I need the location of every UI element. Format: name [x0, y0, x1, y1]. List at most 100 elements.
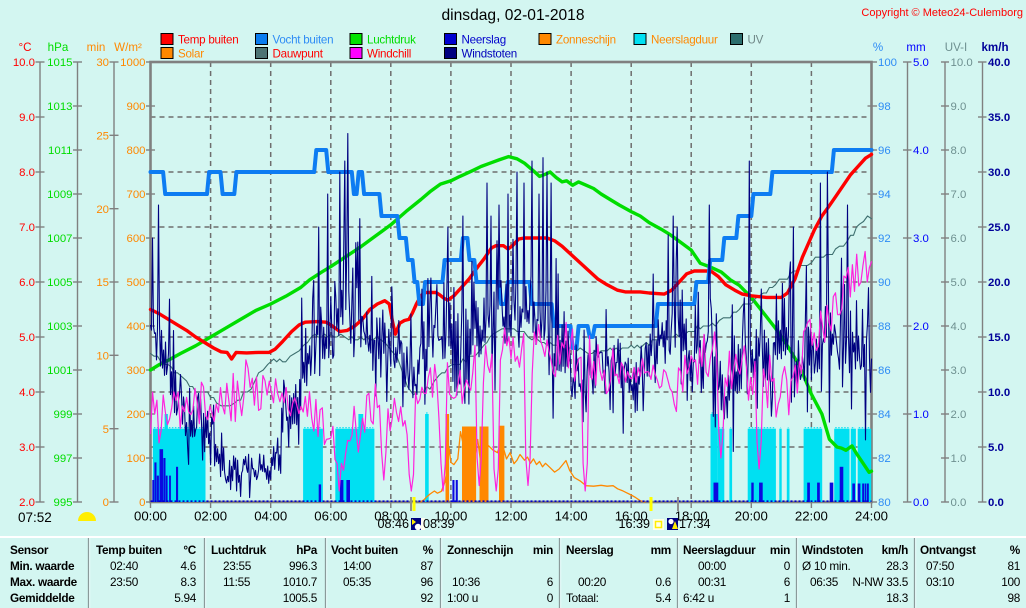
svg-text:0: 0: [103, 497, 109, 509]
svg-text:N-NW 33.5: N-NW 33.5: [852, 575, 908, 589]
svg-text:06:00: 06:00: [314, 509, 347, 524]
svg-text:Windstoten: Windstoten: [802, 543, 863, 557]
svg-text:Windstoten: Windstoten: [462, 48, 518, 61]
svg-text:Totaal:: Totaal:: [566, 591, 599, 605]
svg-text:88: 88: [878, 321, 891, 333]
svg-text:5.0: 5.0: [913, 57, 929, 69]
svg-text:900: 900: [126, 101, 145, 113]
svg-text:10:36: 10:36: [452, 575, 481, 589]
svg-text:Neerslag: Neerslag: [462, 34, 506, 47]
svg-text:hPa: hPa: [48, 41, 69, 54]
svg-text:20.0: 20.0: [988, 277, 1010, 289]
svg-text:92: 92: [878, 233, 891, 245]
svg-text:997: 997: [53, 453, 72, 465]
svg-text:86: 86: [878, 365, 891, 377]
svg-text:30.0: 30.0: [988, 167, 1010, 179]
svg-text:2.0: 2.0: [913, 321, 929, 333]
svg-text:24:00: 24:00: [855, 509, 888, 524]
svg-text:100: 100: [1001, 575, 1021, 589]
svg-text:5.4: 5.4: [656, 591, 672, 605]
svg-text:%: %: [423, 543, 434, 557]
svg-text:08:00: 08:00: [374, 509, 407, 524]
svg-text:Luchtdruk: Luchtdruk: [367, 34, 416, 47]
svg-text:14:00: 14:00: [343, 559, 372, 573]
svg-text:4.6: 4.6: [181, 559, 197, 573]
svg-text:dinsdag, 02-01-2018: dinsdag, 02-01-2018: [441, 7, 584, 24]
svg-text:23:55: 23:55: [223, 559, 252, 573]
svg-text:18:00: 18:00: [675, 509, 708, 524]
svg-text:8.0: 8.0: [951, 145, 967, 157]
svg-text:6.0: 6.0: [19, 277, 35, 289]
svg-text:Vocht buiten: Vocht buiten: [273, 34, 334, 47]
svg-text:0.0: 0.0: [951, 497, 967, 509]
svg-text:08:46: 08:46: [377, 517, 409, 531]
svg-text:Temp buiten: Temp buiten: [96, 543, 162, 557]
svg-text:1005.5: 1005.5: [283, 591, 318, 605]
svg-text:W/m²: W/m²: [114, 41, 142, 54]
svg-text:100: 100: [126, 453, 145, 465]
svg-text:1010.7: 1010.7: [283, 575, 317, 589]
svg-text:07:50: 07:50: [926, 559, 955, 573]
svg-text:14:00: 14:00: [555, 509, 588, 524]
svg-text:6: 6: [547, 575, 554, 589]
svg-text:Min. waarde: Min. waarde: [10, 559, 75, 573]
svg-text:mm: mm: [906, 41, 925, 54]
svg-text:8.0: 8.0: [19, 167, 35, 179]
svg-text:07:52: 07:52: [18, 510, 52, 525]
svg-text:4.0: 4.0: [913, 145, 929, 157]
svg-text:995: 995: [53, 497, 72, 509]
svg-text:3.0: 3.0: [913, 233, 929, 245]
svg-text:6:42 u: 6:42 u: [683, 591, 714, 605]
svg-text:2.0: 2.0: [951, 409, 967, 421]
svg-text:10: 10: [96, 351, 109, 363]
svg-text:hPa: hPa: [296, 543, 317, 557]
svg-text:Neerslagduur: Neerslagduur: [651, 34, 718, 47]
svg-text:10.0: 10.0: [13, 57, 35, 69]
svg-text:3.0: 3.0: [951, 365, 967, 377]
svg-text:999: 999: [53, 409, 72, 421]
svg-text:1.0: 1.0: [951, 453, 967, 465]
svg-text:22:00: 22:00: [795, 509, 828, 524]
svg-text:1011: 1011: [48, 145, 73, 157]
svg-text:90: 90: [878, 277, 891, 289]
svg-text:11:55: 11:55: [223, 575, 251, 589]
svg-text:96: 96: [878, 145, 891, 157]
svg-text:30: 30: [96, 57, 109, 69]
svg-text:98: 98: [878, 101, 891, 113]
svg-text:Luchtdruk: Luchtdruk: [211, 543, 267, 557]
svg-text:Windchill: Windchill: [367, 48, 411, 61]
svg-text:03:10: 03:10: [926, 575, 955, 589]
svg-text:15: 15: [96, 277, 109, 289]
svg-text:5.94: 5.94: [174, 591, 196, 605]
svg-text:00:31: 00:31: [698, 575, 726, 589]
svg-text:7.0: 7.0: [19, 222, 35, 234]
svg-text:2.0: 2.0: [19, 497, 35, 509]
svg-text:0.0: 0.0: [988, 497, 1004, 509]
svg-text:Dauwpunt: Dauwpunt: [273, 48, 324, 61]
svg-text:92: 92: [420, 591, 433, 605]
svg-text:00:20: 00:20: [578, 575, 607, 589]
svg-text:05:35: 05:35: [343, 575, 372, 589]
svg-text:%: %: [873, 41, 883, 54]
svg-text:100: 100: [878, 57, 897, 69]
svg-text:0.0: 0.0: [913, 497, 929, 509]
svg-text:600: 600: [126, 233, 145, 245]
svg-text:0: 0: [139, 497, 145, 509]
svg-text:1: 1: [784, 591, 790, 605]
svg-text:Gemiddelde: Gemiddelde: [10, 591, 75, 605]
svg-text:15.0: 15.0: [988, 332, 1010, 344]
svg-text:km/h: km/h: [981, 41, 1008, 54]
svg-text:98: 98: [1007, 591, 1020, 605]
svg-text:1001: 1001: [47, 365, 72, 377]
svg-text:800: 800: [126, 145, 145, 157]
svg-text:4.0: 4.0: [19, 387, 35, 399]
svg-text:02:40: 02:40: [110, 559, 139, 573]
svg-text:500: 500: [126, 277, 145, 289]
svg-text:Ø 10 min.: Ø 10 min.: [802, 559, 850, 573]
svg-text:80: 80: [878, 497, 891, 509]
svg-text:1013: 1013: [47, 101, 72, 113]
svg-text:996.3: 996.3: [289, 559, 318, 573]
svg-text:UV-I: UV-I: [945, 41, 968, 54]
svg-text:1.0: 1.0: [913, 409, 929, 421]
svg-text:°C: °C: [183, 543, 196, 557]
